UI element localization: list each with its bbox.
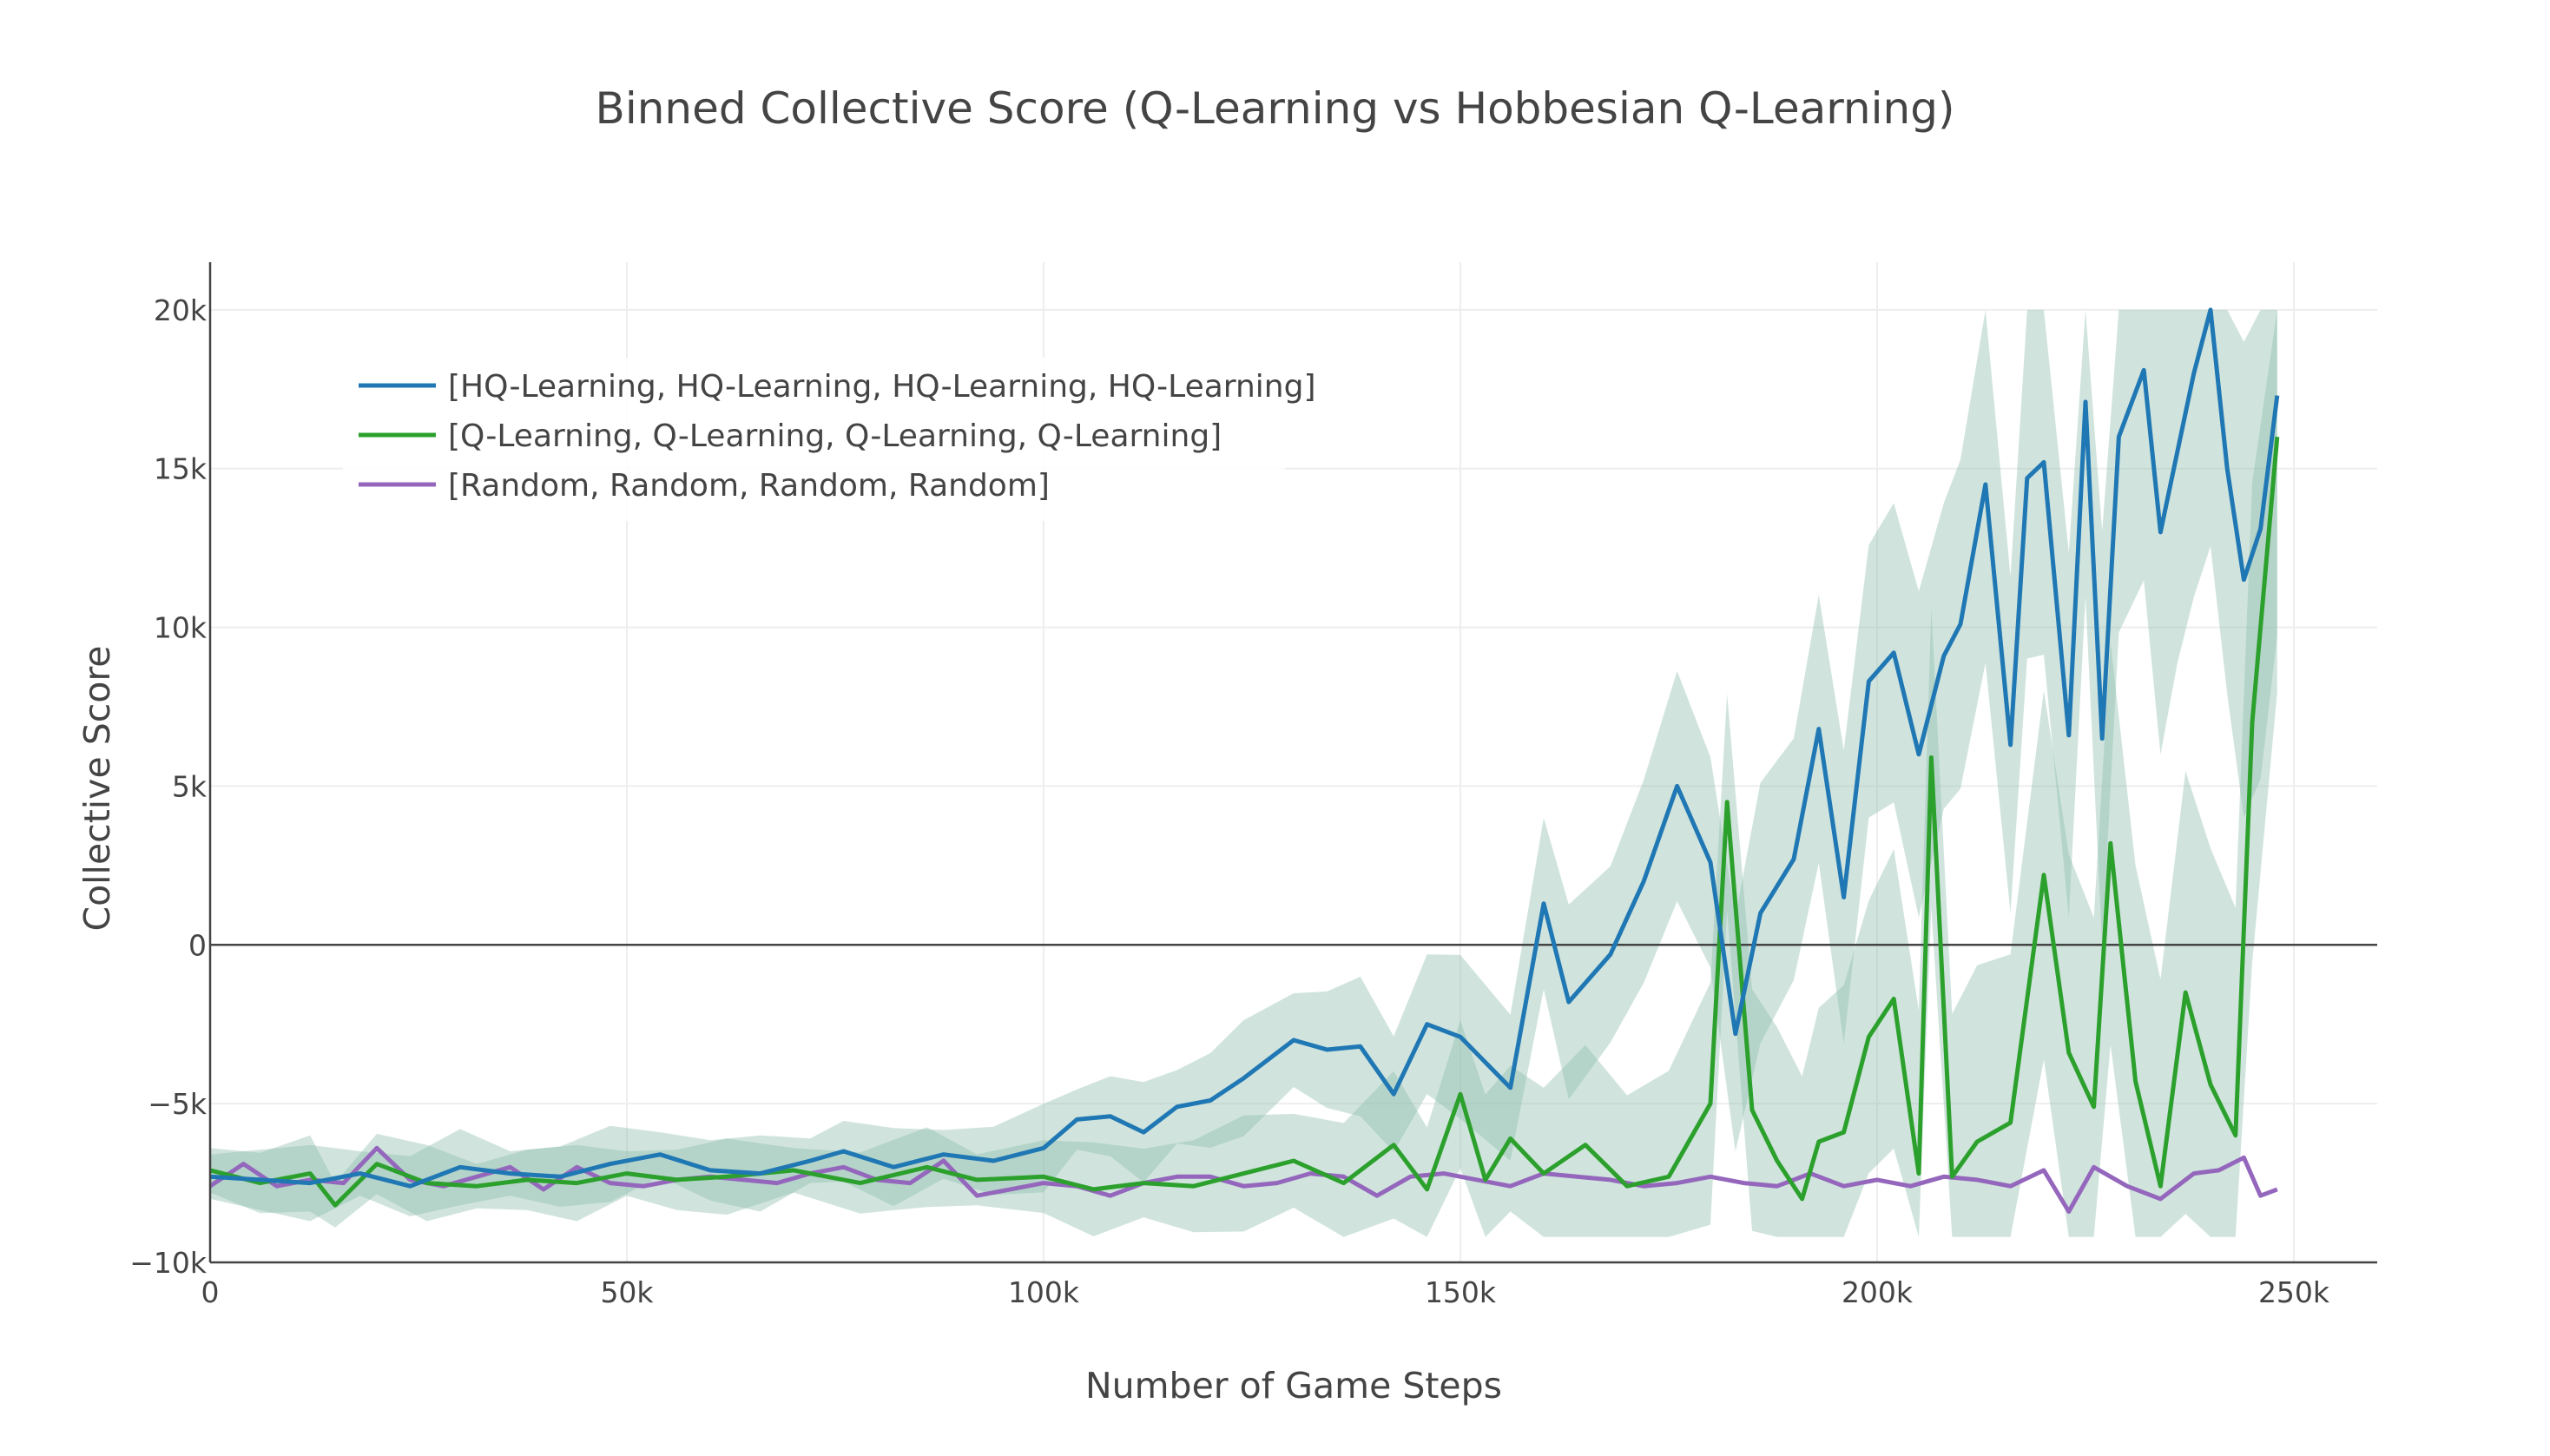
confidence-bands (210, 309, 2277, 1237)
legend-item[interactable]: [Random, Random, Random, Random] (359, 468, 1050, 504)
legend-background (343, 358, 1285, 521)
x-tick-labels: 0 50k 100k 150k 200k 250k (201, 1275, 2330, 1309)
hq-learning-band (210, 309, 2277, 1222)
x-tick-label: 200k (1842, 1275, 1914, 1309)
y-tick-label: 5k (172, 769, 208, 803)
series-line-0 (209, 307, 2280, 1189)
chart-title: Binned Collective Score (Q-Learning vs H… (595, 83, 1955, 134)
legend[interactable]: [HQ-Learning, HQ-Learning, HQ-Learning, … (343, 358, 1316, 521)
axes (208, 262, 2377, 1264)
y-tick-label: 10k (154, 611, 208, 645)
x-tick-label: 50k (600, 1275, 654, 1309)
y-tick-label: 15k (154, 452, 208, 486)
x-tick-label: 150k (1425, 1275, 1497, 1309)
q-learning-band (210, 309, 2277, 1237)
x-tick-label: 0 (201, 1275, 220, 1309)
series-line-1 (209, 436, 2280, 1208)
y-tick-label: −5k (148, 1087, 208, 1121)
x-axis-title: Number of Game Steps (1085, 1365, 1502, 1407)
y-tick-labels: −10k −5k 0 5k 10k 15k 20k (129, 293, 208, 1280)
legend-label: [Random, Random, Random, Random] (448, 468, 1050, 504)
y-tick-label: −10k (129, 1246, 208, 1280)
y-tick-label: 20k (154, 293, 208, 327)
legend-label: [Q-Learning, Q-Learning, Q-Learning, Q-L… (448, 418, 1222, 454)
y-axis-title: Collective Score (76, 645, 118, 931)
series-lines (208, 307, 2280, 1214)
legend-item[interactable]: [Q-Learning, Q-Learning, Q-Learning, Q-L… (359, 418, 1222, 454)
legend-item[interactable]: [HQ-Learning, HQ-Learning, HQ-Learning, … (359, 369, 1316, 405)
legend-label: [HQ-Learning, HQ-Learning, HQ-Learning, … (448, 369, 1316, 405)
x-tick-label: 250k (2258, 1275, 2330, 1309)
y-tick-label: 0 (188, 928, 207, 962)
x-tick-label: 100k (1008, 1275, 1080, 1309)
